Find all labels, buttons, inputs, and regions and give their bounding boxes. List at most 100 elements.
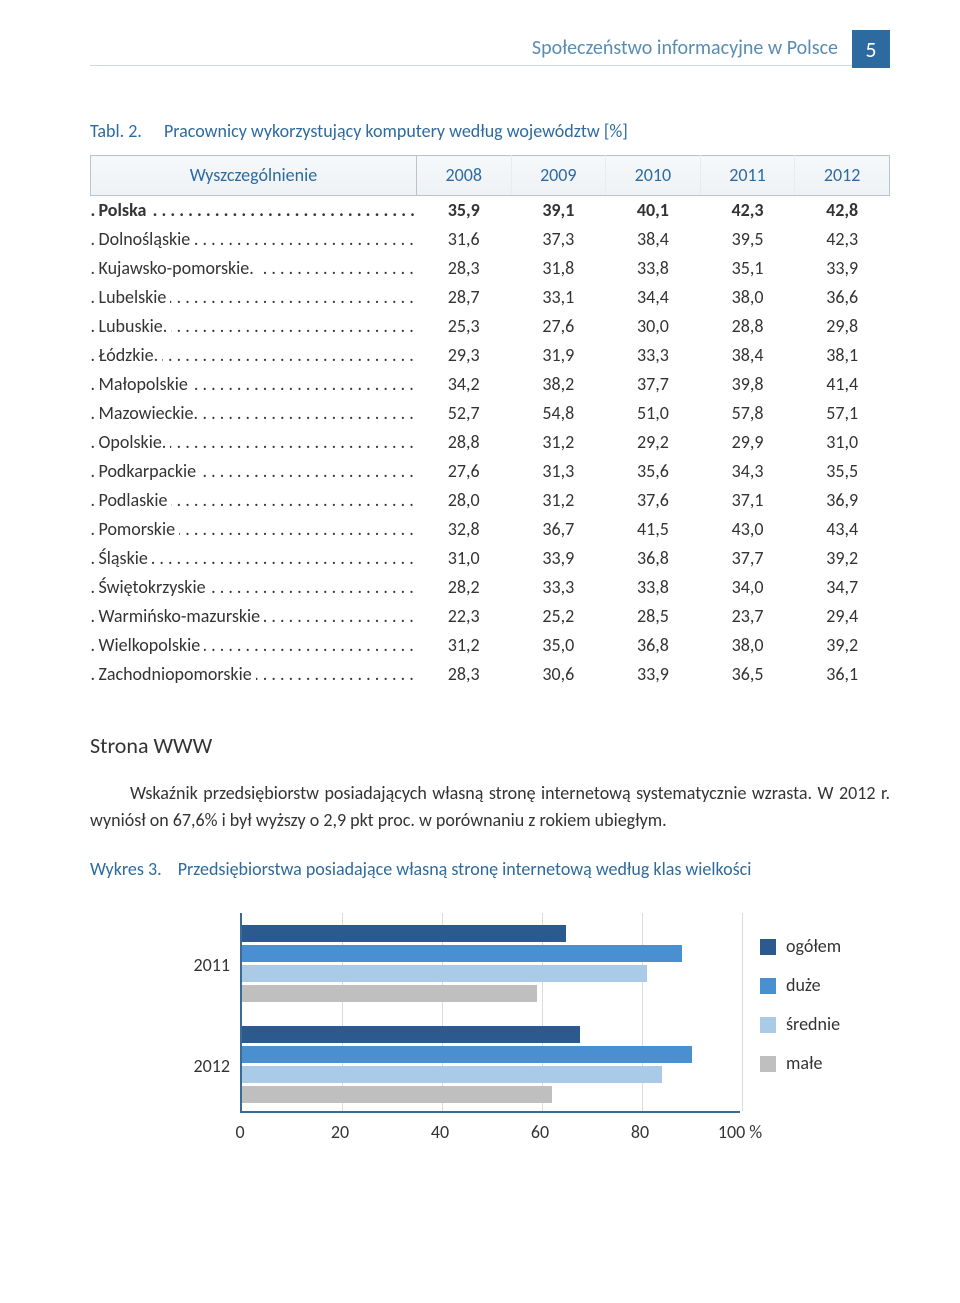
row-label: Pomorskie <box>91 515 417 544</box>
cell-value: 34,3 <box>700 457 795 486</box>
cell-value: 38,1 <box>795 341 890 370</box>
table-row: Lubelskie 28,733,134,438,036,6 <box>91 283 890 312</box>
table-row: Opolskie. 28,831,229,229,931,0 <box>91 428 890 457</box>
cell-value: 31,0 <box>795 428 890 457</box>
cell-value: 34,7 <box>795 573 890 602</box>
cell-value: 31,8 <box>511 254 606 283</box>
cell-value: 52,7 <box>416 399 511 428</box>
cell-value: 38,4 <box>606 225 701 254</box>
table-row: Wielkopolskie 31,235,036,838,039,2 <box>91 631 890 660</box>
cell-value: 33,1 <box>511 283 606 312</box>
cell-value: 39,2 <box>795 544 890 573</box>
table-caption-label: Tabl. 2. <box>90 120 142 142</box>
cell-value: 28,2 <box>416 573 511 602</box>
x-tick-label: 100 % <box>718 1119 762 1146</box>
cell-value: 39,1 <box>511 196 606 226</box>
legend-label: małe <box>786 1050 822 1077</box>
cell-value: 38,2 <box>511 370 606 399</box>
row-label: Lubelskie <box>91 283 417 312</box>
cell-value: 41,4 <box>795 370 890 399</box>
voivodeship-table: Wyszczególnienie 2008 2009 2010 2011 201… <box>90 155 890 689</box>
cell-value: 36,6 <box>795 283 890 312</box>
cell-value: 27,6 <box>511 312 606 341</box>
table-row: Podlaskie 28,031,237,637,136,9 <box>91 486 890 515</box>
x-tick-label: 60 <box>531 1119 549 1146</box>
cell-value: 38,0 <box>700 631 795 660</box>
page-header: Społeczeństwo informacyjne w Polsce 5 <box>90 30 890 68</box>
cell-value: 37,7 <box>606 370 701 399</box>
cell-value: 39,2 <box>795 631 890 660</box>
cell-value: 41,5 <box>606 515 701 544</box>
row-label: Łódzkie. <box>91 341 417 370</box>
legend-item: duże <box>760 972 841 999</box>
cell-value: 30,6 <box>511 660 606 689</box>
table-row: Pomorskie 32,836,741,543,043,4 <box>91 515 890 544</box>
cell-value: 40,1 <box>606 196 701 226</box>
cell-value: 35,1 <box>700 254 795 283</box>
col-2011: 2011 <box>700 156 795 196</box>
cell-value: 37,3 <box>511 225 606 254</box>
cell-value: 34,4 <box>606 283 701 312</box>
cell-value: 33,9 <box>606 660 701 689</box>
table-caption-text: Pracownicy wykorzystujący komputery wedł… <box>164 120 628 142</box>
bar <box>242 1026 580 1043</box>
cell-value: 35,6 <box>606 457 701 486</box>
row-label: Śląskie <box>91 544 417 573</box>
row-label: Opolskie. <box>91 428 417 457</box>
row-label: Dolnośląskie <box>91 225 417 254</box>
cell-value: 34,2 <box>416 370 511 399</box>
table-row: Łódzkie. 29,331,933,338,438,1 <box>91 341 890 370</box>
cell-value: 51,0 <box>606 399 701 428</box>
cell-value: 34,0 <box>700 573 795 602</box>
cell-value: 43,0 <box>700 515 795 544</box>
cell-value: 36,7 <box>511 515 606 544</box>
table-row: Podkarpackie 27,631,335,634,335,5 <box>91 457 890 486</box>
cell-value: 22,3 <box>416 602 511 631</box>
bar <box>242 945 682 962</box>
y-category-label: 2011 <box>170 952 230 979</box>
row-label: Świętokrzyskie <box>91 573 417 602</box>
cell-value: 37,7 <box>700 544 795 573</box>
table-row: Zachodniopomorskie 28,330,633,936,536,1 <box>91 660 890 689</box>
cell-value: 33,9 <box>795 254 890 283</box>
cell-value: 38,0 <box>700 283 795 312</box>
col-2010: 2010 <box>606 156 701 196</box>
cell-value: 35,0 <box>511 631 606 660</box>
row-label: Polska <box>91 196 417 226</box>
row-label: Lubuskie. <box>91 312 417 341</box>
legend-swatch <box>760 978 776 994</box>
cell-value: 43,4 <box>795 515 890 544</box>
cell-value: 31,9 <box>511 341 606 370</box>
section-paragraph: Wskaźnik przedsiębiorstw posiadających w… <box>90 780 890 834</box>
bar <box>242 965 647 982</box>
y-category-label: 2012 <box>170 1053 230 1080</box>
table-row: Świętokrzyskie 28,233,333,834,034,7 <box>91 573 890 602</box>
table-row: Kujawsko-pomorskie. 28,331,833,835,133,9 <box>91 254 890 283</box>
cell-value: 28,8 <box>700 312 795 341</box>
legend-swatch <box>760 1017 776 1033</box>
cell-value: 31,3 <box>511 457 606 486</box>
cell-value: 36,8 <box>606 544 701 573</box>
cell-value: 30,0 <box>606 312 701 341</box>
table-row: Małopolskie 34,238,237,739,841,4 <box>91 370 890 399</box>
cell-value: 33,8 <box>606 254 701 283</box>
x-tick-label: 80 <box>631 1119 649 1146</box>
cell-value: 36,8 <box>606 631 701 660</box>
cell-value: 28,5 <box>606 602 701 631</box>
table-row: Śląskie 31,033,936,837,739,2 <box>91 544 890 573</box>
legend-label: duże <box>786 972 821 999</box>
bar-chart: ogółemdużeśredniemałe 020406080100 %2011… <box>170 913 870 1163</box>
cell-value: 33,8 <box>606 573 701 602</box>
cell-value: 29,8 <box>795 312 890 341</box>
cell-value: 27,6 <box>416 457 511 486</box>
cell-value: 42,8 <box>795 196 890 226</box>
cell-value: 29,9 <box>700 428 795 457</box>
row-label: Kujawsko-pomorskie. <box>91 254 417 283</box>
row-label: Podkarpackie <box>91 457 417 486</box>
col-2012: 2012 <box>795 156 890 196</box>
legend-swatch <box>760 939 776 955</box>
cell-value: 54,8 <box>511 399 606 428</box>
cell-value: 35,9 <box>416 196 511 226</box>
cell-value: 28,3 <box>416 254 511 283</box>
bar <box>242 1046 692 1063</box>
